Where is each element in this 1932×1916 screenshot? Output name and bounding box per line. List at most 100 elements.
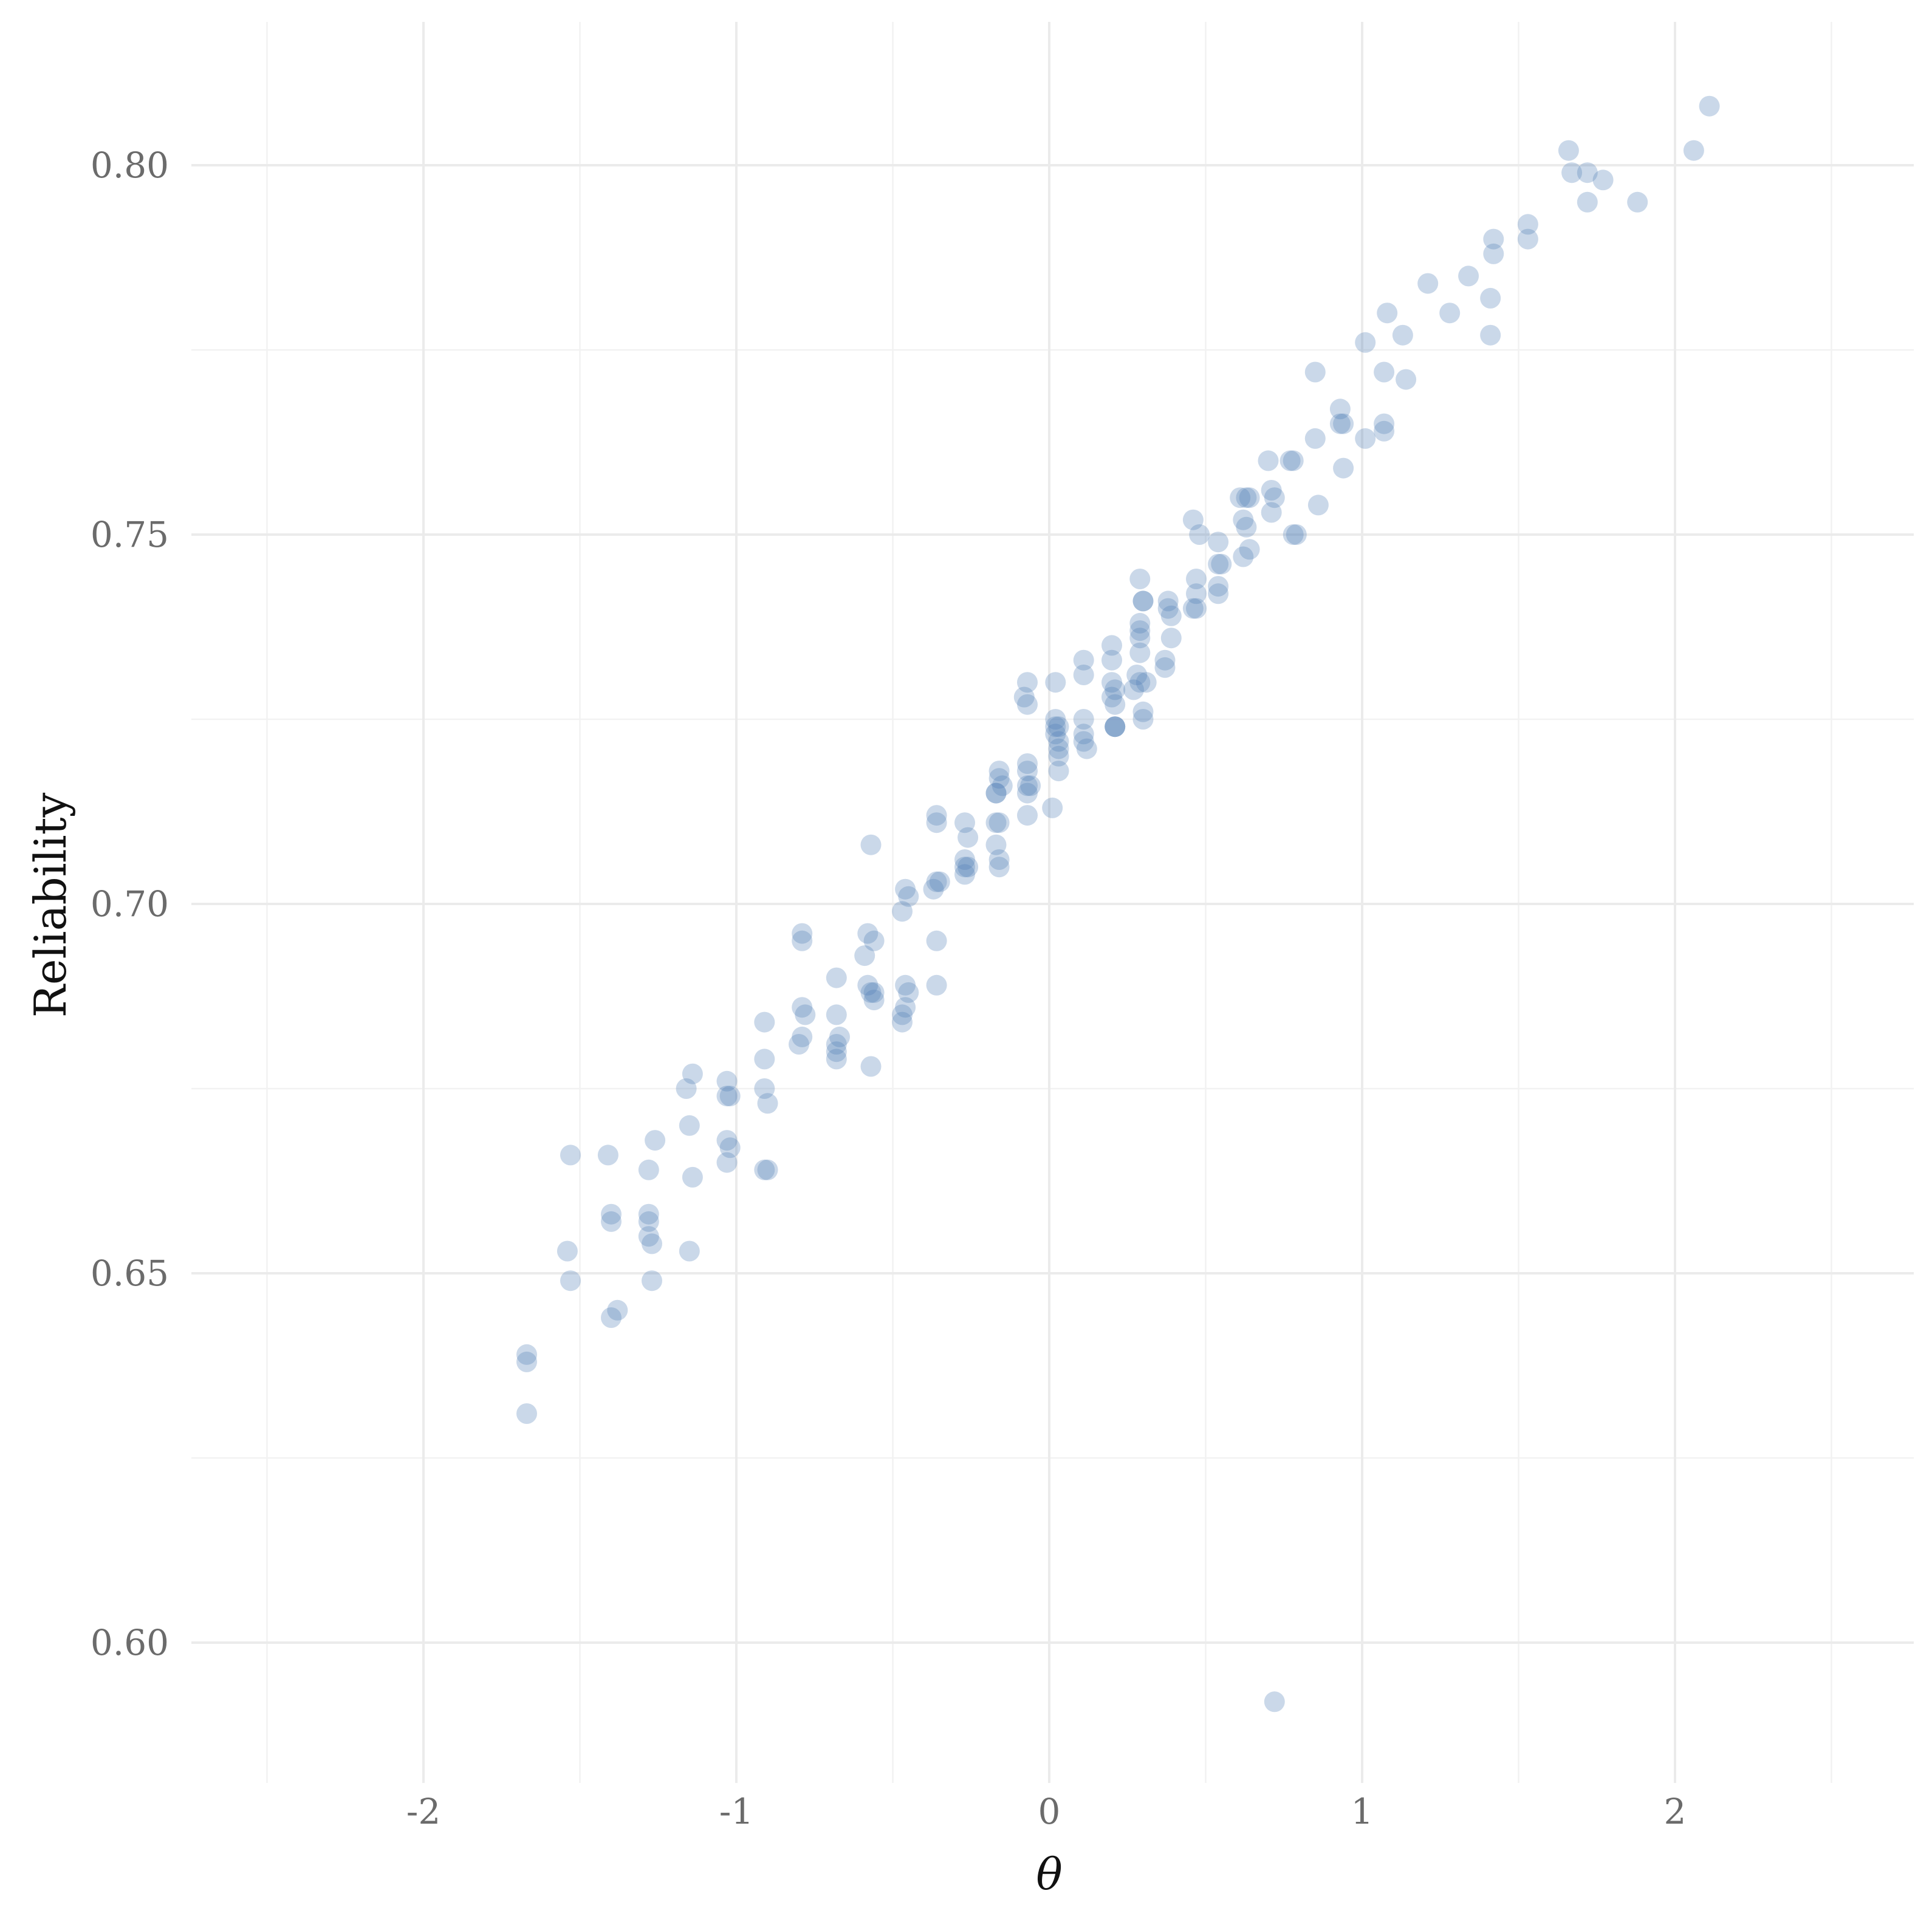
data-point <box>754 1159 775 1180</box>
data-point <box>863 990 885 1011</box>
data-point <box>1182 509 1204 530</box>
data-point <box>516 1351 537 1372</box>
data-point <box>719 1137 741 1158</box>
data-point <box>895 997 916 1018</box>
data-point <box>516 1403 537 1424</box>
data-point <box>1048 745 1069 767</box>
data-point <box>1307 494 1329 516</box>
data-point <box>1186 583 1207 604</box>
y-tick-label: 0.70 <box>91 883 169 925</box>
data-point <box>863 982 885 1003</box>
data-point <box>1073 724 1094 745</box>
data-point <box>645 1130 666 1151</box>
data-point <box>957 827 979 848</box>
data-point <box>1211 553 1232 575</box>
data-point <box>1154 649 1176 671</box>
data-point <box>1355 428 1376 449</box>
data-point <box>642 1270 662 1292</box>
data-point <box>1329 399 1351 420</box>
data-point <box>1105 716 1126 737</box>
data-point <box>1374 413 1395 434</box>
data-point <box>1129 620 1151 642</box>
data-point <box>954 849 975 870</box>
data-point <box>988 849 1010 870</box>
x-axis-ticks: -2 -1 0 1 2 <box>406 1791 1687 1832</box>
data-point <box>1017 805 1038 826</box>
data-point <box>1045 716 1066 737</box>
data-point <box>1417 273 1439 294</box>
data-point <box>926 805 947 826</box>
data-point <box>601 1203 622 1225</box>
data-point <box>1258 450 1279 471</box>
data-point <box>716 1086 738 1107</box>
data-point <box>1283 450 1304 471</box>
data-point <box>638 1211 659 1232</box>
data-point <box>1129 628 1151 649</box>
data-point <box>957 857 979 878</box>
data-point <box>1480 324 1501 346</box>
data-point <box>1577 162 1598 183</box>
data-point <box>1239 539 1260 560</box>
data-point <box>988 812 1010 833</box>
data-points <box>516 95 1720 1712</box>
data-point <box>1261 502 1282 523</box>
data-point <box>1283 524 1304 545</box>
data-point <box>863 930 885 951</box>
data-point <box>1101 649 1122 671</box>
data-point <box>792 930 813 951</box>
data-point <box>826 1049 847 1070</box>
data-point <box>1577 191 1598 213</box>
data-point <box>1236 487 1257 508</box>
data-point <box>1160 628 1182 649</box>
x-tick-label: -1 <box>719 1791 754 1832</box>
data-point <box>1374 361 1395 383</box>
data-point <box>954 857 975 878</box>
data-point <box>1333 413 1354 434</box>
data-point <box>1186 598 1207 619</box>
data-point <box>1480 287 1501 309</box>
data-point <box>892 1004 913 1025</box>
data-point <box>1517 214 1538 235</box>
data-point <box>985 782 1007 804</box>
data-point <box>954 864 975 885</box>
data-point <box>1101 635 1122 656</box>
data-point <box>1304 361 1326 383</box>
data-point <box>1073 665 1094 685</box>
data-point <box>1129 642 1151 663</box>
data-point <box>1558 140 1579 161</box>
data-point <box>1048 731 1069 752</box>
data-point <box>857 923 879 944</box>
data-point <box>860 834 882 855</box>
data-point <box>1182 598 1204 619</box>
data-point <box>1189 524 1210 545</box>
data-point <box>1208 553 1229 575</box>
data-point <box>1517 228 1538 250</box>
data-point <box>898 886 919 907</box>
data-point <box>607 1299 628 1321</box>
data-point <box>1105 716 1126 737</box>
data-point <box>792 1026 813 1047</box>
data-point <box>954 812 975 833</box>
data-point <box>1126 665 1148 685</box>
data-point <box>1045 672 1066 693</box>
data-point <box>826 1034 847 1055</box>
data-point <box>1160 605 1182 626</box>
data-point <box>1208 583 1229 604</box>
data-point <box>560 1270 581 1292</box>
data-point <box>516 1344 537 1365</box>
x-axis-title: θ <box>1036 1849 1062 1900</box>
y-axis-ticks: 0.60 0.65 0.70 0.75 0.80 <box>91 145 169 1663</box>
data-point <box>826 1004 847 1025</box>
data-point <box>1483 228 1504 250</box>
data-point <box>1439 303 1461 324</box>
data-point <box>789 1034 809 1055</box>
data-point <box>992 775 1013 796</box>
data-point <box>826 967 847 988</box>
data-point <box>988 761 1010 782</box>
data-point <box>1279 450 1301 471</box>
data-point <box>1045 724 1066 745</box>
data-point <box>1048 716 1069 737</box>
data-point <box>1264 487 1285 508</box>
data-point <box>892 1011 913 1033</box>
